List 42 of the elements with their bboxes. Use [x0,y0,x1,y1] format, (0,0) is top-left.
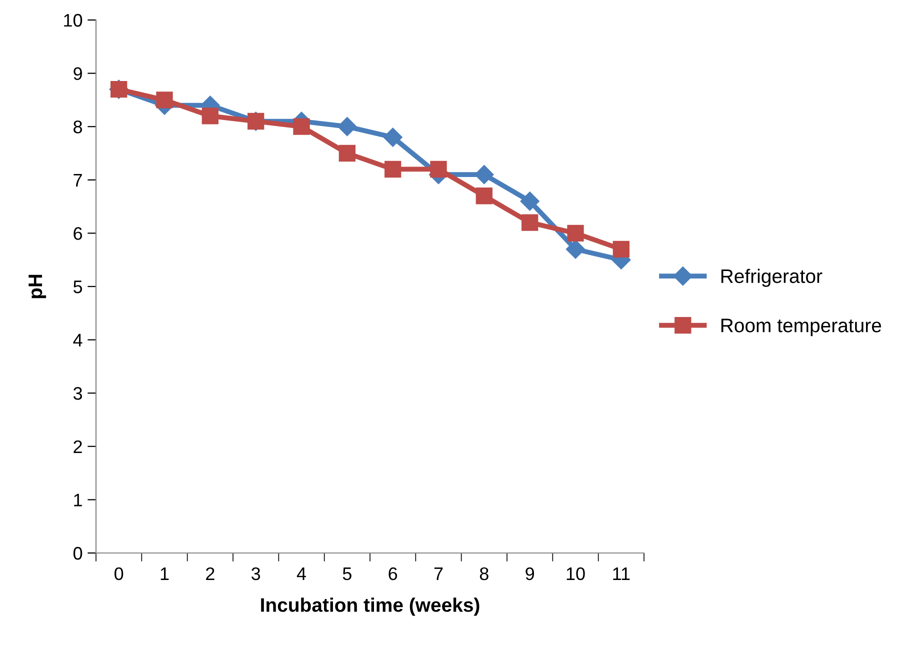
point [338,117,357,136]
point [567,224,584,242]
point [474,165,494,184]
y-tick-label: 9 [74,67,82,80]
point [156,92,173,108]
x-tick-label: 6 [388,567,398,580]
y-tick-label: 1 [74,494,82,506]
point [612,240,630,258]
point [566,240,586,259]
x-tick-label: 8 [480,567,488,580]
y-tick-label: 3 [73,387,82,400]
x-tick-label: 5 [342,568,352,580]
x-tick-label: 9 [526,567,534,580]
x-tick-label: 3 [252,567,260,580]
y-tick-label: 4 [73,334,82,346]
y-tick-label: 2 [74,440,82,453]
point [522,214,538,231]
x-tick-label: 2 [206,567,214,580]
legend-label: Room temperature [721,318,882,336]
x-tick-label: 1 [160,568,169,580]
point [430,160,447,178]
x-axis-title: Incubation time (weeks) [261,598,480,616]
y-tick-label: 6 [74,227,82,240]
y-tick-label: 5 [73,280,82,294]
y-axis-title: pH [28,274,46,298]
point [202,108,218,124]
legend-label: Refrigerator [721,268,822,287]
point [293,118,310,135]
x-tick-label: 0 [114,567,124,580]
y-tick-label: 0 [73,546,82,560]
point [383,128,402,147]
point [338,144,356,162]
point [520,192,540,211]
x-tick-label: 4 [296,568,306,580]
point [384,160,402,178]
x-tick-label: 10 [566,567,585,580]
point [476,188,492,204]
x-tick-label: 7 [434,568,443,580]
x-tick-label: 11 [613,568,630,580]
y-tick-label: 7 [74,174,82,186]
y-tick-label: 10 [64,14,82,27]
y-tick-label: 8 [74,120,82,134]
